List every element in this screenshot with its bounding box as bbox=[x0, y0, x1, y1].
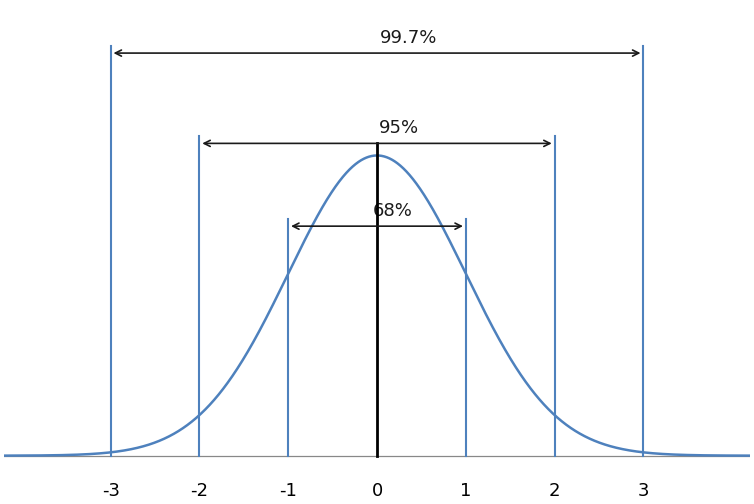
Text: 95%: 95% bbox=[379, 119, 419, 138]
Text: 99.7%: 99.7% bbox=[379, 29, 437, 47]
Text: 68%: 68% bbox=[373, 202, 413, 220]
